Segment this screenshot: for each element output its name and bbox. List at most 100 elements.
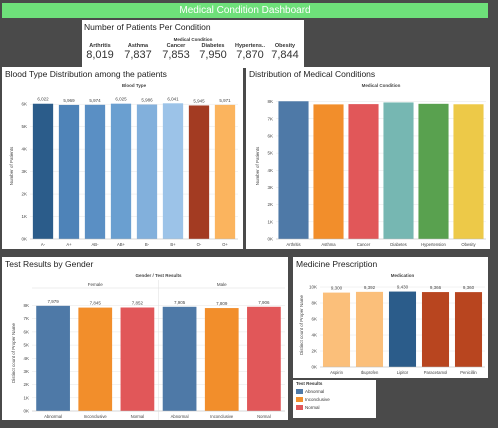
y-tick-label: 6K bbox=[21, 102, 27, 107]
data-label: 5,974 bbox=[89, 98, 101, 103]
bar bbox=[162, 103, 184, 239]
condition-panel: Distribution of Medical Conditions Medic… bbox=[246, 67, 490, 249]
blood-type-panel: Blood Type Distribution among the patien… bbox=[2, 67, 243, 249]
legend-item-inconclusive[interactable]: Inconclusive bbox=[296, 396, 372, 403]
dashboard-title: Medical Condition Dashboard bbox=[179, 5, 311, 16]
y-tick-label: 7K bbox=[267, 116, 273, 121]
legend-swatch bbox=[296, 405, 303, 411]
data-label: 7,852 bbox=[132, 300, 144, 305]
bar bbox=[204, 308, 239, 411]
x-tick-label: B- bbox=[145, 242, 150, 247]
y-tick-label: 6K bbox=[23, 329, 29, 334]
bar bbox=[313, 104, 344, 239]
kpi-item-value: 7,950 bbox=[199, 49, 227, 61]
legend-label: Abnormal bbox=[305, 389, 325, 394]
data-label: 7,906 bbox=[258, 300, 270, 305]
y-tick-label: 5K bbox=[21, 124, 27, 129]
y-tick-label: 8K bbox=[311, 301, 317, 306]
x-tick-label: Hypertension bbox=[421, 242, 446, 247]
legend-swatch bbox=[296, 397, 303, 403]
x-tick-label: Inconclusive bbox=[84, 414, 108, 419]
chart-header: Medication bbox=[391, 273, 415, 278]
blood-type-chart: Blood Type 0K 1K 2K 3K 4K 5K 6K Number of Patien… bbox=[9, 83, 238, 247]
y-tick-label: 1K bbox=[267, 219, 273, 224]
y-tick-label: 6K bbox=[311, 317, 317, 322]
y-tick-label: 2K bbox=[311, 349, 317, 354]
y-axis-label: Number of Patients bbox=[9, 146, 14, 185]
x-tick-label: Aspirin bbox=[330, 370, 343, 375]
y-axis-label: Number of Patients bbox=[255, 146, 260, 185]
data-label: 9,300 bbox=[331, 286, 343, 291]
kpi-panel: Number of Patients Per Condition Medical… bbox=[82, 20, 304, 68]
y-tick-label: 7K bbox=[23, 316, 29, 321]
group-label: Male bbox=[217, 282, 227, 287]
y-tick-label: 4K bbox=[23, 356, 29, 361]
bar bbox=[322, 292, 351, 367]
y-tick-label: 3K bbox=[23, 369, 29, 374]
data-label: 9,360 bbox=[463, 285, 475, 290]
bar bbox=[418, 103, 449, 240]
bar bbox=[388, 291, 417, 367]
kpi-item-obesity: Obesity 7,844 bbox=[268, 43, 302, 61]
y-tick-label: 8K bbox=[267, 99, 273, 104]
data-label: 9,366 bbox=[430, 285, 442, 290]
bar bbox=[453, 104, 484, 239]
dashboard-title-bar: Medical Condition Dashboard bbox=[2, 3, 488, 18]
y-tick-label: 4K bbox=[21, 147, 27, 152]
y-tick-label: 10K bbox=[309, 285, 317, 290]
data-label: 6,025 bbox=[115, 97, 127, 102]
kpi-item-value: 7,870 bbox=[236, 49, 264, 61]
test-results-legend: Test Results Abnormal Inconclusive Norma… bbox=[293, 380, 376, 418]
bar bbox=[58, 104, 80, 239]
x-tick-label: B+ bbox=[170, 242, 176, 247]
legend-item-normal[interactable]: Normal bbox=[296, 404, 372, 411]
bar bbox=[36, 305, 70, 411]
x-tick-label: AB+ bbox=[117, 242, 126, 247]
chart-header: Blood Type bbox=[122, 83, 147, 88]
kpi-item-name: Arthritis bbox=[89, 43, 111, 49]
bar bbox=[84, 104, 106, 239]
kpi-item-name: Asthma bbox=[127, 43, 149, 49]
kpi-item-value: 7,837 bbox=[124, 49, 152, 61]
data-label: 7,809 bbox=[216, 301, 228, 306]
data-label: 5,971 bbox=[219, 98, 231, 103]
kpi-item-name: Hypertens.. bbox=[235, 43, 265, 49]
x-tick-label: Arthritis bbox=[286, 242, 300, 247]
condition-title: Distribution of Medical Conditions bbox=[249, 69, 376, 79]
bar bbox=[32, 103, 54, 239]
kpi-header: Medical Condition bbox=[173, 37, 213, 42]
y-tick-label: 0K bbox=[23, 409, 29, 414]
y-axis-label: Distinct count of Proper Name bbox=[299, 294, 304, 355]
x-tick-label: A+ bbox=[66, 242, 72, 247]
kpi-item-cancer: Cancer 7,853 bbox=[159, 43, 193, 61]
medicine-panel: Medicine Prescription Medication 0K 2K 4K 6K… bbox=[293, 257, 488, 378]
x-tick-label: Normal bbox=[131, 414, 145, 419]
data-label: 6,041 bbox=[167, 96, 179, 101]
x-tick-label: Abnormal bbox=[171, 414, 189, 419]
x-tick-label: Diabetes bbox=[390, 242, 407, 247]
y-tick-label: 8K bbox=[23, 303, 29, 308]
legend-swatch bbox=[296, 389, 303, 395]
y-tick-label: 2K bbox=[267, 202, 273, 207]
kpi-item-value: 7,853 bbox=[162, 49, 190, 61]
kpi-item-name: Cancer bbox=[166, 43, 186, 49]
kpi-row: Arthritis 8,019 Asthma 7,837 Cancer 7,85… bbox=[82, 43, 304, 67]
bar bbox=[188, 105, 210, 239]
x-tick-label: Inconclusive bbox=[210, 414, 234, 419]
data-label: 5,986 bbox=[141, 98, 153, 103]
legend-title: Test Results bbox=[296, 381, 323, 386]
x-tick-label: O- bbox=[197, 242, 202, 247]
kpi-item-name: Diabetes bbox=[201, 43, 225, 49]
bar bbox=[383, 102, 414, 240]
group-label: Female bbox=[88, 282, 104, 287]
kpi-panel-title: Number of Patients Per Condition bbox=[84, 22, 211, 32]
kpi-item-value: 7,844 bbox=[271, 49, 299, 61]
kpi-item-hypertension: Hypertens.. 7,870 bbox=[232, 43, 268, 61]
data-label: 9,430 bbox=[397, 285, 409, 290]
kpi-item-asthma: Asthma 7,837 bbox=[121, 43, 155, 61]
data-label: 5,945 bbox=[193, 98, 205, 103]
x-tick-label: Abnormal bbox=[44, 414, 62, 419]
legend-item-abnormal[interactable]: Abnormal bbox=[296, 388, 372, 395]
y-tick-label: 5K bbox=[23, 343, 29, 348]
data-label: 7,905 bbox=[174, 300, 186, 305]
